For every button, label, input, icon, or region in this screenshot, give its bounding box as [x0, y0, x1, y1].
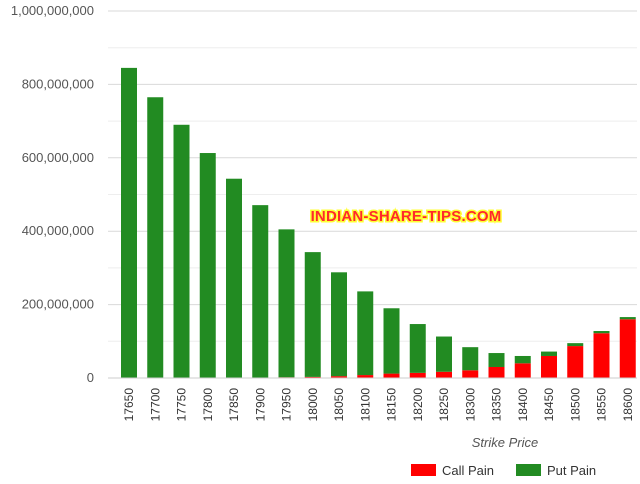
x-tick-label: 18250 — [437, 388, 451, 422]
x-tick-label: 17750 — [175, 388, 189, 422]
x-tick-label: 18400 — [516, 388, 530, 422]
bar-put-pain — [593, 331, 610, 334]
bar-put-pain — [331, 272, 347, 377]
bar-put-pain — [462, 347, 479, 371]
watermark-text: INDIAN-SHARE-TIPS.COM — [311, 208, 502, 225]
x-tick-label: 18500 — [568, 388, 582, 422]
y-tick-label: 600,000,000 — [22, 150, 94, 165]
x-tick-label: 17850 — [227, 388, 241, 422]
bar-call-pain — [593, 333, 610, 378]
bar-put-pain — [304, 252, 321, 377]
legend: Call Pain Put Pain — [411, 463, 596, 478]
legend-label: Call Pain — [442, 463, 494, 478]
y-axis-ticks: 0 200,000,000 400,000,000 600,000,000 800,00… — [11, 3, 94, 385]
x-tick-label: 18600 — [621, 388, 635, 422]
bar-put-pain — [173, 124, 190, 379]
bar-call-pain — [436, 371, 452, 378]
bar-put-pain — [121, 67, 137, 378]
bar-put-pain — [619, 317, 636, 320]
bar-put-pain — [436, 336, 452, 372]
legend-label: Put Pain — [547, 463, 596, 478]
x-tick-label: 18000 — [306, 388, 320, 422]
y-tick-label: 400,000,000 — [22, 223, 94, 238]
bar-call-pain — [357, 375, 374, 378]
y-tick-label: 200,000,000 — [22, 297, 94, 312]
bar-put-pain — [409, 324, 426, 373]
x-tick-label: 18050 — [332, 388, 346, 422]
x-axis-ticks: 17650 17700 17750 17800 17850 17900 17950 18000… — [122, 388, 635, 422]
bar-call-pain — [567, 346, 584, 378]
x-tick-label: 18200 — [411, 388, 425, 422]
y-tick-label: 0 — [87, 370, 94, 385]
legend-swatch — [411, 464, 436, 476]
x-tick-label: 18100 — [358, 388, 372, 422]
bar-put-pain — [147, 97, 164, 379]
bar-call-pain — [462, 370, 479, 378]
bar-call-pain — [514, 363, 531, 378]
x-axis-title: Strike Price — [472, 435, 538, 450]
y-tick-label: 800,000,000 — [22, 76, 94, 91]
legend-swatch — [516, 464, 541, 476]
bar-call-pain — [304, 376, 321, 378]
x-tick-label: 17950 — [280, 388, 294, 422]
bar-put-pain — [541, 351, 557, 356]
bar-call-pain — [331, 376, 347, 378]
bar-put-pain — [383, 308, 400, 374]
gridlines — [108, 10, 637, 379]
bar-put-pain — [357, 291, 374, 376]
bars — [121, 67, 636, 379]
bar-put-pain — [226, 178, 242, 378]
bar-call-pain — [409, 372, 426, 378]
bar-call-pain — [383, 373, 400, 378]
x-tick-label: 17700 — [148, 388, 162, 422]
bar-put-pain — [514, 355, 531, 364]
x-tick-label: 18350 — [490, 388, 504, 422]
bar-put-pain — [199, 153, 216, 378]
x-tick-label: 18450 — [542, 388, 556, 422]
bar-call-pain — [619, 319, 636, 378]
x-tick-label: 17650 — [122, 388, 136, 422]
bar-put-pain — [567, 343, 584, 347]
y-tick-label: 1,000,000,000 — [11, 3, 94, 18]
bar-put-pain — [488, 353, 505, 367]
x-tick-label: 17800 — [201, 388, 215, 422]
bar-put-pain — [278, 229, 295, 378]
x-tick-label: 18550 — [595, 388, 609, 422]
bar-call-pain — [488, 366, 505, 378]
x-tick-label: 17900 — [253, 388, 267, 422]
x-tick-label: 18300 — [463, 388, 477, 422]
bar-put-pain — [252, 205, 269, 378]
bar-call-pain — [541, 355, 557, 378]
x-tick-label: 18150 — [385, 388, 399, 422]
